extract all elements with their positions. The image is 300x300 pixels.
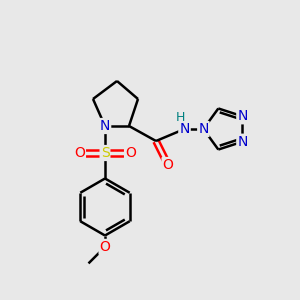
Text: O: O — [74, 146, 85, 160]
Text: N: N — [100, 119, 110, 133]
Text: O: O — [100, 240, 110, 254]
Text: S: S — [100, 146, 109, 160]
Text: H: H — [175, 111, 185, 124]
Text: O: O — [163, 158, 173, 172]
Text: N: N — [237, 135, 248, 149]
Text: N: N — [198, 122, 208, 136]
Text: O: O — [125, 146, 136, 160]
Text: N: N — [237, 109, 248, 123]
Text: N: N — [179, 122, 190, 136]
